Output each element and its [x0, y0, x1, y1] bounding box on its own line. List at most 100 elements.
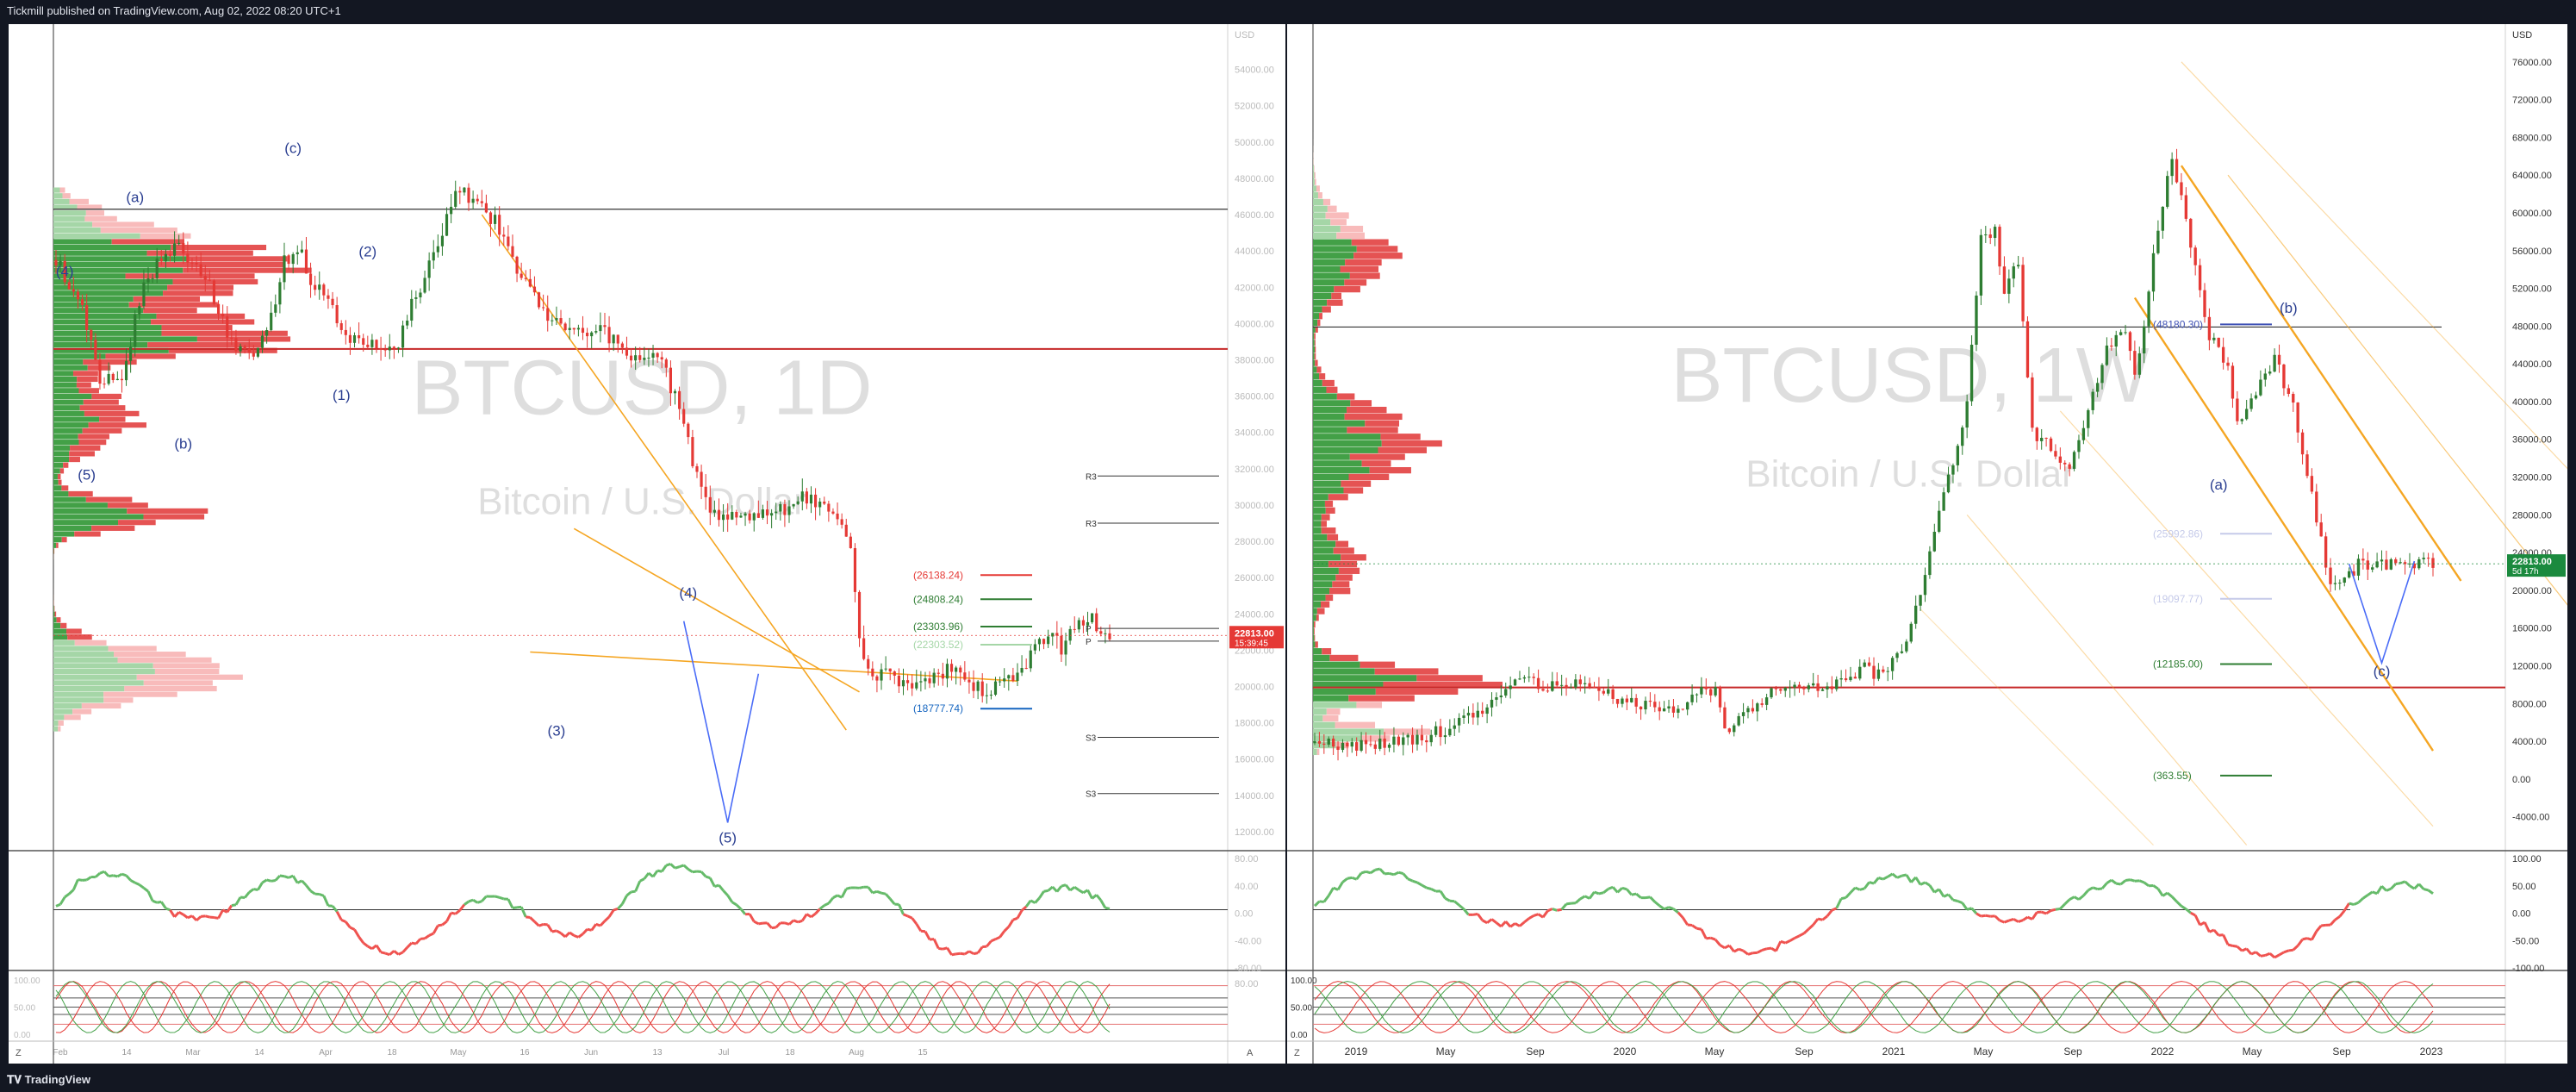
volume-profile-sell-bar — [1322, 648, 1332, 655]
candle-body — [1741, 712, 1745, 716]
volume-profile-buy-bar — [53, 376, 78, 383]
rsi-line-segment — [1593, 890, 1600, 895]
rsi-line-segment — [1313, 900, 1321, 908]
candle-body — [651, 353, 655, 358]
rsi-line-segment — [1426, 886, 1432, 890]
rsi-line-segment — [775, 921, 781, 929]
volume-profile-buy-bar — [1313, 413, 1345, 421]
volume-profile-buy-bar — [1313, 212, 1326, 219]
rsi-line-segment — [1024, 899, 1032, 908]
volume-profile-buy-bar — [1313, 225, 1341, 233]
price-tick-label: 30000.00 — [1235, 501, 1274, 511]
corner-button[interactable]: Z — [1294, 1048, 1300, 1058]
candle-body — [823, 501, 826, 504]
rsi-line-segment — [322, 895, 330, 907]
candle-body — [559, 318, 563, 324]
volume-profile-sell-bar — [118, 520, 156, 526]
rsi-line-segment — [1462, 908, 1470, 916]
fib-level-label: (24808.24) — [913, 593, 963, 605]
price-tick-label: 20000.00 — [1235, 683, 1274, 693]
rsi-line-segment — [1389, 871, 1395, 877]
rsi-line-segment — [797, 919, 803, 924]
rsi-line-segment — [753, 920, 760, 926]
candle-body — [1946, 474, 1951, 493]
volume-profile-sell-bar — [161, 330, 288, 336]
volume-profile-buy-bar — [53, 451, 70, 457]
volume-profile-sell-bar — [1313, 627, 1315, 634]
price-tick-label: 22000.00 — [1235, 646, 1274, 656]
rsi-line-segment — [309, 889, 316, 895]
rsi-line-segment — [1920, 881, 1926, 886]
volume-profile-sell-bar — [1314, 178, 1316, 185]
candle-body — [1383, 738, 1386, 748]
candle-body — [1369, 744, 1372, 746]
candle-body — [2058, 456, 2063, 463]
volume-profile-buy-bar — [53, 434, 78, 440]
candle-body — [72, 289, 75, 292]
candle-body — [1621, 698, 1624, 704]
rsi-line-segment — [1747, 952, 1753, 956]
candle-body — [524, 278, 527, 279]
btcusd-weekly-chart[interactable]: BTCUSD, 1W Bitcoin / U.S. Dollar (48180.30… — [1287, 24, 2576, 1064]
volume-profile-buy-bar — [1313, 748, 1317, 756]
rsi-line-segment — [257, 882, 264, 891]
rsi-line-segment — [625, 890, 632, 897]
rsi-line-segment — [968, 950, 974, 955]
rsi-line-segment — [682, 864, 689, 870]
rsi-line-segment — [2212, 929, 2220, 937]
candle-body — [844, 524, 848, 537]
rsi-line-segment — [125, 874, 132, 882]
candle-body — [1756, 703, 1759, 712]
fib-level-label: (18777.74) — [913, 702, 963, 714]
corner-button[interactable]: A — [1247, 1048, 1254, 1058]
volume-profile-sell-bar — [53, 605, 55, 612]
candle-body — [787, 506, 791, 515]
rsi-line-segment — [1091, 894, 1098, 900]
corner-button[interactable]: Z — [16, 1048, 22, 1058]
volume-profile-sell-bar — [60, 622, 67, 628]
volume-profile-sell-bar — [183, 267, 312, 273]
volume-profile-buy-bar — [53, 244, 171, 251]
btcusd-weekly-chart-panel[interactable]: BTCUSD, 1W Bitcoin / U.S. Dollar (48180.30… — [1287, 24, 2576, 1064]
candle-body — [708, 496, 712, 513]
candle-body — [1807, 685, 1810, 690]
candle-body — [612, 334, 615, 344]
volume-profile-buy-bar — [1313, 366, 1317, 373]
pivot-label: R3 — [1086, 520, 1097, 529]
volume-profile-sell-bar — [1335, 540, 1349, 547]
volume-profile-sell-bar — [1324, 500, 1334, 508]
candle-body — [1975, 295, 1978, 345]
candle-body — [1979, 234, 1983, 296]
btcusd-daily-chart[interactable]: BTCUSD, 1D Bitcoin / U.S. Dollar (26138.24… — [9, 24, 1285, 1064]
candle-body — [1095, 613, 1098, 632]
rsi-line-segment — [964, 950, 970, 956]
btcusd-daily-chart-panel[interactable]: BTCUSD, 1D Bitcoin / U.S. Dollar (26138.24… — [9, 24, 1285, 1064]
candle-body — [2068, 464, 2071, 469]
candle-body — [327, 295, 330, 299]
rsi-line-segment — [340, 918, 346, 923]
candle-body — [1634, 697, 1638, 707]
rsi-line-segment — [1794, 934, 1801, 939]
candle-body — [1751, 708, 1755, 712]
candle-body — [1816, 683, 1820, 691]
rsi-line-segment — [401, 946, 408, 953]
candle-body — [871, 668, 874, 677]
candle-body — [1658, 707, 1661, 712]
rsi-line-segment — [1523, 917, 1530, 924]
stoch-line — [55, 981, 1111, 1033]
volume-profile-sell-bar — [1333, 547, 1354, 554]
volume-profile-buy-bar — [1313, 198, 1323, 206]
candle-body — [2394, 558, 2398, 564]
rsi-line-segment — [1738, 947, 1745, 952]
wave-label: (3) — [548, 722, 566, 739]
rsi-line-segment — [2013, 918, 2019, 923]
candle-body — [1490, 699, 1494, 708]
price-tick-label: 28000.00 — [2512, 510, 2552, 521]
rsi-line-segment — [1375, 867, 1381, 871]
volume-profile-sell-bar — [124, 685, 217, 692]
candle-body — [1378, 738, 1382, 749]
rsi-line-segment — [631, 889, 636, 894]
volume-profile-buy-bar — [1313, 346, 1315, 353]
tradingview-logo[interactable]: 𝐓𝐕 TradingView — [7, 1073, 90, 1086]
candle-body — [265, 330, 269, 336]
